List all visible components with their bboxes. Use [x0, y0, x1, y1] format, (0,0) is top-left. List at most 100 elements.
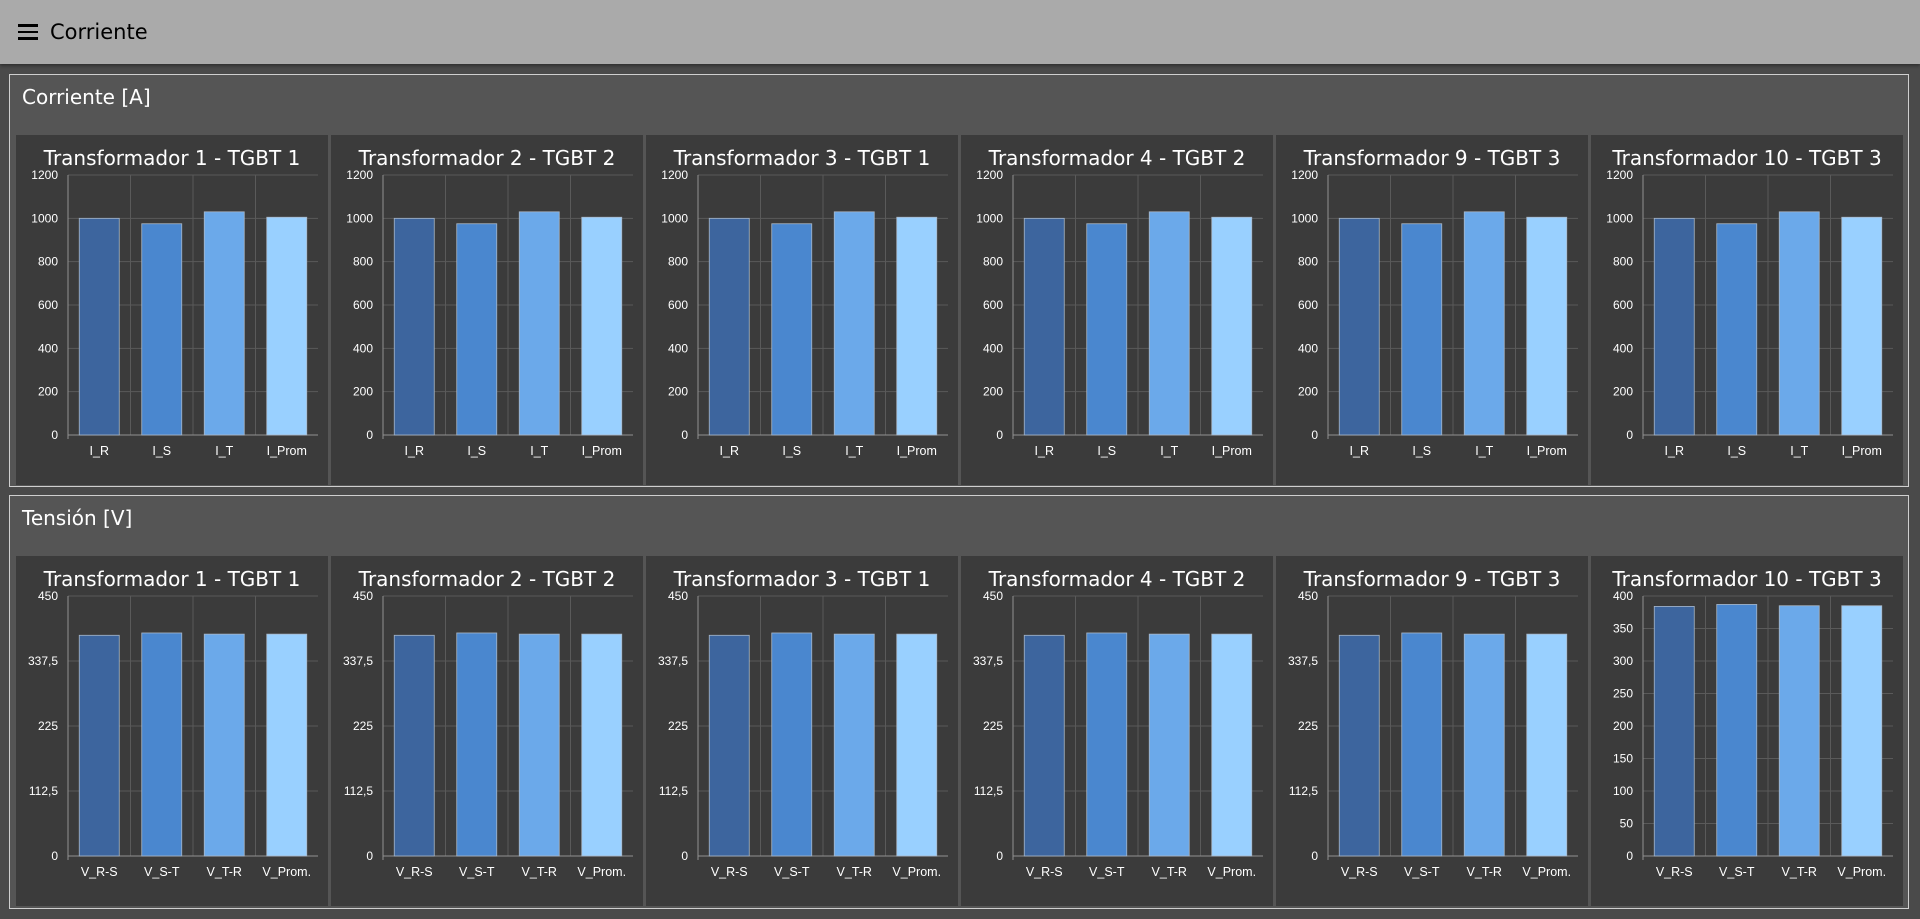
- chart-card: Transformador 9 - TGBT 3 0 200 400 600 800 100…: [1276, 135, 1588, 485]
- x-category-label: I_R: [1035, 444, 1054, 458]
- chart-title: Transformador 9 - TGBT 3: [1303, 567, 1561, 591]
- chart-title: Transformador 10 - TGBT 3: [1611, 146, 1881, 170]
- y-tick-label: 800: [38, 255, 58, 269]
- bar[interactable]: [518, 633, 560, 857]
- x-category-label: I_T: [1790, 444, 1808, 458]
- y-tick-label: 1000: [976, 211, 1003, 225]
- x-category-label: I_Prom: [897, 444, 937, 458]
- y-tick-label: 200: [1613, 719, 1633, 733]
- bar[interactable]: [1338, 634, 1380, 857]
- bar[interactable]: [1463, 633, 1505, 857]
- bar[interactable]: [1148, 211, 1190, 436]
- x-category-label: V_Prom.: [1837, 865, 1886, 879]
- bar[interactable]: [1716, 223, 1758, 436]
- y-tick-label: 1200: [1291, 168, 1318, 182]
- x-category-label: I_Prom: [267, 444, 307, 458]
- bar[interactable]: [1086, 223, 1128, 436]
- bar[interactable]: [896, 633, 938, 857]
- bar[interactable]: [1338, 217, 1380, 436]
- x-category-label: I_S: [467, 444, 486, 458]
- y-tick-label: 400: [983, 341, 1003, 355]
- y-tick-label: 112,5: [1289, 784, 1318, 798]
- bar[interactable]: [1023, 217, 1065, 436]
- current-group: Corriente [A] Transformador 1 - TGBT 1 0 2…: [9, 74, 1909, 487]
- x-category-label: I_S: [782, 444, 801, 458]
- y-tick-label: 225: [983, 719, 1003, 733]
- bar[interactable]: [1463, 211, 1505, 436]
- y-tick-label: 450: [38, 589, 58, 603]
- bar[interactable]: [78, 217, 120, 436]
- bar[interactable]: [203, 211, 245, 436]
- y-tick-label: 800: [668, 255, 688, 269]
- x-category-label: V_T-R: [1782, 865, 1817, 879]
- hamburger-menu-icon[interactable]: [18, 21, 40, 43]
- y-tick-label: 400: [1298, 341, 1318, 355]
- y-tick-label: 337,5: [1288, 654, 1318, 668]
- bar[interactable]: [266, 216, 308, 436]
- group-title: Tensión [V]: [22, 506, 133, 530]
- bar[interactable]: [78, 634, 120, 857]
- bar[interactable]: [581, 216, 623, 436]
- bar[interactable]: [708, 217, 750, 436]
- bar-chart: Transformador 3 - TGBT 1 0 112,5 225 337,5 45…: [658, 567, 948, 879]
- bar[interactable]: [771, 223, 813, 436]
- bar-chart: Transformador 4 - TGBT 2 0 200 400 600 800 100…: [976, 146, 1263, 458]
- bar[interactable]: [896, 216, 938, 436]
- bar[interactable]: [1401, 223, 1443, 436]
- y-tick-label: 450: [668, 589, 688, 603]
- y-tick-label: 200: [353, 385, 373, 399]
- bar[interactable]: [203, 633, 245, 857]
- x-category-label: V_T-R: [1467, 865, 1502, 879]
- bar[interactable]: [393, 217, 435, 436]
- chart-title: Transformador 3 - TGBT 1: [673, 146, 931, 170]
- x-category-label: I_R: [1665, 444, 1684, 458]
- bar[interactable]: [771, 632, 813, 857]
- y-tick-label: 400: [1613, 341, 1633, 355]
- bar[interactable]: [833, 633, 875, 857]
- bar[interactable]: [1148, 633, 1190, 857]
- bar[interactable]: [1841, 216, 1883, 436]
- chart-title: Transformador 4 - TGBT 2: [988, 567, 1246, 591]
- y-tick-label: 0: [996, 428, 1003, 442]
- bar-chart: Transformador 9 - TGBT 3 0 200 400 600 800 100…: [1291, 146, 1578, 458]
- y-tick-label: 800: [1613, 255, 1633, 269]
- bar[interactable]: [833, 211, 875, 436]
- bar[interactable]: [1526, 633, 1568, 857]
- bar[interactable]: [1086, 632, 1128, 857]
- x-category-label: V_Prom.: [262, 865, 311, 879]
- bar[interactable]: [1023, 634, 1065, 857]
- bar[interactable]: [141, 632, 183, 857]
- y-tick-label: 337,5: [973, 654, 1003, 668]
- x-category-label: V_T-R: [207, 865, 242, 879]
- bar[interactable]: [1841, 605, 1883, 857]
- x-category-label: V_T-R: [837, 865, 872, 879]
- y-tick-label: 1000: [31, 211, 58, 225]
- bar[interactable]: [518, 211, 560, 436]
- y-tick-label: 450: [1298, 589, 1318, 603]
- bar[interactable]: [1778, 605, 1820, 857]
- bar[interactable]: [141, 223, 183, 436]
- bar[interactable]: [1653, 606, 1695, 857]
- bar[interactable]: [1716, 604, 1758, 857]
- bar[interactable]: [1211, 633, 1253, 857]
- x-category-label: I_R: [405, 444, 424, 458]
- bar[interactable]: [1526, 216, 1568, 436]
- y-tick-label: 1000: [346, 211, 373, 225]
- y-tick-label: 1000: [1291, 211, 1318, 225]
- bar[interactable]: [581, 633, 623, 857]
- y-tick-label: 1200: [1606, 168, 1633, 182]
- x-category-label: I_Prom: [1842, 444, 1882, 458]
- chart-title: Transformador 2 - TGBT 2: [358, 567, 616, 591]
- bar[interactable]: [266, 633, 308, 857]
- bar[interactable]: [1653, 217, 1695, 436]
- bar[interactable]: [393, 634, 435, 857]
- bar[interactable]: [1778, 211, 1820, 436]
- bar[interactable]: [456, 632, 498, 857]
- bar[interactable]: [708, 634, 750, 857]
- bar[interactable]: [1401, 632, 1443, 857]
- y-tick-label: 0: [996, 849, 1003, 863]
- bar-chart: Transformador 10 - TGBT 3 0 200 400 600 800 10…: [1606, 146, 1893, 458]
- bar[interactable]: [1211, 216, 1253, 436]
- y-tick-label: 150: [1613, 752, 1633, 766]
- bar[interactable]: [456, 223, 498, 436]
